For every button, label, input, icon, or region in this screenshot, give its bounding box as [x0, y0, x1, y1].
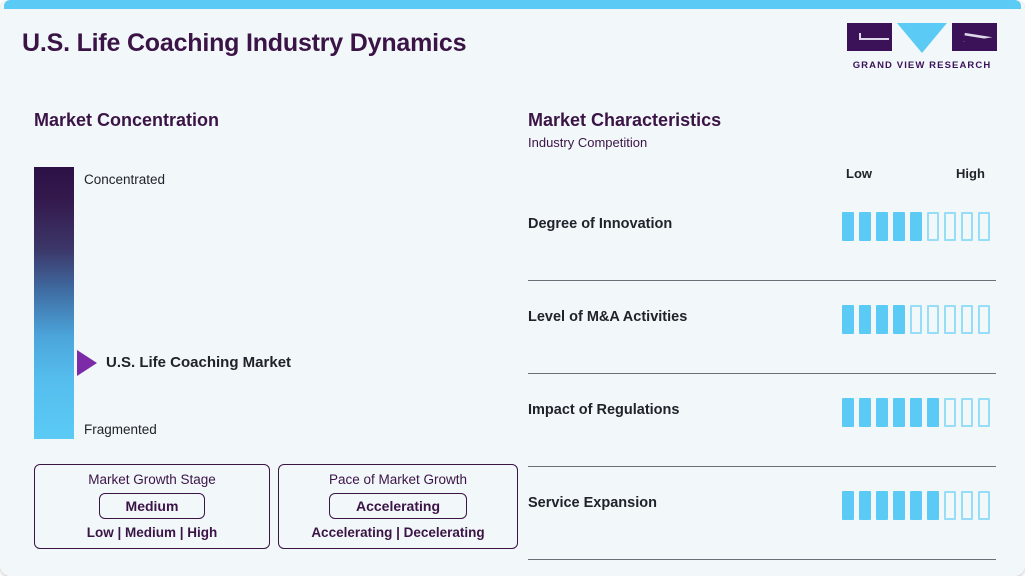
- characteristic-label: Impact of Regulations: [528, 402, 680, 418]
- gauge-segment-filled: [876, 491, 888, 520]
- market-concentration-heading: Market Concentration: [34, 110, 220, 130]
- gauge-segment-empty: [944, 212, 956, 241]
- gauge-segment-filled: [842, 305, 854, 334]
- page-title: U.S. Life Coaching Industry Dynamics: [22, 29, 467, 57]
- market-characteristics-heading: Market Characteristics: [528, 110, 722, 130]
- gauge-segment-empty: [961, 398, 973, 427]
- gauge-segment-filled: [842, 398, 854, 427]
- characteristic-gauge: [842, 398, 990, 427]
- gauge-segment-filled: [859, 212, 871, 241]
- gauge-segment-filled: [876, 398, 888, 427]
- market-concentration-panel: Market Concentration Concentrated Fragme…: [34, 110, 514, 442]
- market-growth-stage-card: Market Growth Stage Medium Low | Medium …: [34, 464, 270, 549]
- marker-arrow-icon: [77, 349, 97, 376]
- gauge-segment-empty: [910, 305, 922, 334]
- gauge-segment-filled: [893, 491, 905, 520]
- card-scale: Low | Medium | High: [86, 525, 218, 540]
- characteristic-gauge: [842, 305, 990, 334]
- gauge-scale-labels: Low High: [528, 166, 996, 188]
- card-value: Medium: [98, 493, 206, 519]
- summary-cards: Market Growth Stage Medium Low | Medium …: [34, 464, 518, 549]
- market-characteristics-panel: Market Characteristics Industry Competit…: [528, 110, 996, 560]
- gauge-segment-filled: [927, 491, 939, 520]
- header: U.S. Life Coaching Industry Dynamics GRA…: [0, 9, 1025, 87]
- gauge-segment-filled: [910, 398, 922, 427]
- gauge-segment-filled: [859, 491, 871, 520]
- gauge-segment-filled: [893, 212, 905, 241]
- logo-text: GRAND VIEW RESEARCH: [852, 60, 992, 71]
- gauge-segment-empty: [961, 491, 973, 520]
- gauge-segment-filled: [910, 491, 922, 520]
- characteristic-label: Service Expansion: [528, 495, 657, 511]
- concentration-top-label: Concentrated: [84, 172, 166, 187]
- characteristic-row: Level of M&A Activities: [528, 281, 996, 374]
- gauge-segment-filled: [859, 398, 871, 427]
- scale-low-label: Low: [846, 166, 872, 181]
- market-position-marker: U.S. Life Coaching Market: [77, 349, 292, 376]
- market-characteristics-subheading: Industry Competition: [528, 135, 648, 150]
- logo-marks: [847, 23, 997, 53]
- top-accent-bar: [4, 0, 1021, 9]
- gauge-segment-filled: [876, 212, 888, 241]
- gauge-segment-empty: [944, 398, 956, 427]
- logo-v-triangle-icon: [897, 23, 947, 53]
- characteristic-rows: Degree of Innovation Level of M&A Activit…: [528, 188, 996, 560]
- gauge-segment-filled: [910, 212, 922, 241]
- characteristic-row: Degree of Innovation: [528, 188, 996, 281]
- gauge-segment-empty: [978, 491, 990, 520]
- concentration-gradient-bar: [34, 167, 74, 439]
- gauge-segment-empty: [978, 305, 990, 334]
- characteristic-label: Level of M&A Activities: [528, 309, 688, 325]
- gauge-segment-empty: [978, 212, 990, 241]
- characteristic-row: Service Expansion: [528, 467, 996, 560]
- gauge-segment-empty: [944, 491, 956, 520]
- marker-label: U.S. Life Coaching Market: [106, 354, 292, 372]
- logo-g-icon: [847, 23, 892, 51]
- card-title: Pace of Market Growth: [328, 472, 468, 487]
- gauge-segment-empty: [961, 305, 973, 334]
- characteristic-gauge: [842, 212, 990, 241]
- gauge-segment-filled: [842, 212, 854, 241]
- characteristic-label: Degree of Innovation: [528, 216, 673, 232]
- card-title: Market Growth Stage: [88, 472, 216, 487]
- gauge-segment-filled: [893, 398, 905, 427]
- gauge-segment-empty: [978, 398, 990, 427]
- gauge-segment-empty: [927, 305, 939, 334]
- gauge-segment-empty: [961, 212, 973, 241]
- gauge-segment-empty: [944, 305, 956, 334]
- gauge-segment-filled: [893, 305, 905, 334]
- gauge-segment-empty: [927, 212, 939, 241]
- scale-high-label: High: [956, 166, 985, 181]
- gauge-segment-filled: [842, 491, 854, 520]
- pace-of-market-growth-card: Pace of Market Growth Accelerating Accel…: [278, 464, 518, 549]
- characteristic-row: Impact of Regulations: [528, 374, 996, 467]
- characteristic-gauge: [842, 491, 990, 520]
- gauge-segment-filled: [927, 398, 939, 427]
- logo-r-icon: [952, 23, 997, 51]
- concentration-bottom-label: Fragmented: [84, 422, 157, 437]
- gauge-segment-filled: [859, 305, 871, 334]
- card-scale: Accelerating | Decelerating: [311, 525, 485, 540]
- concentration-scale: Concentrated Fragmented U.S. Life Coachi…: [34, 167, 514, 442]
- gauge-segment-filled: [876, 305, 888, 334]
- card-value: Accelerating: [328, 493, 468, 519]
- grand-view-research-logo: GRAND VIEW RESEARCH: [847, 23, 997, 71]
